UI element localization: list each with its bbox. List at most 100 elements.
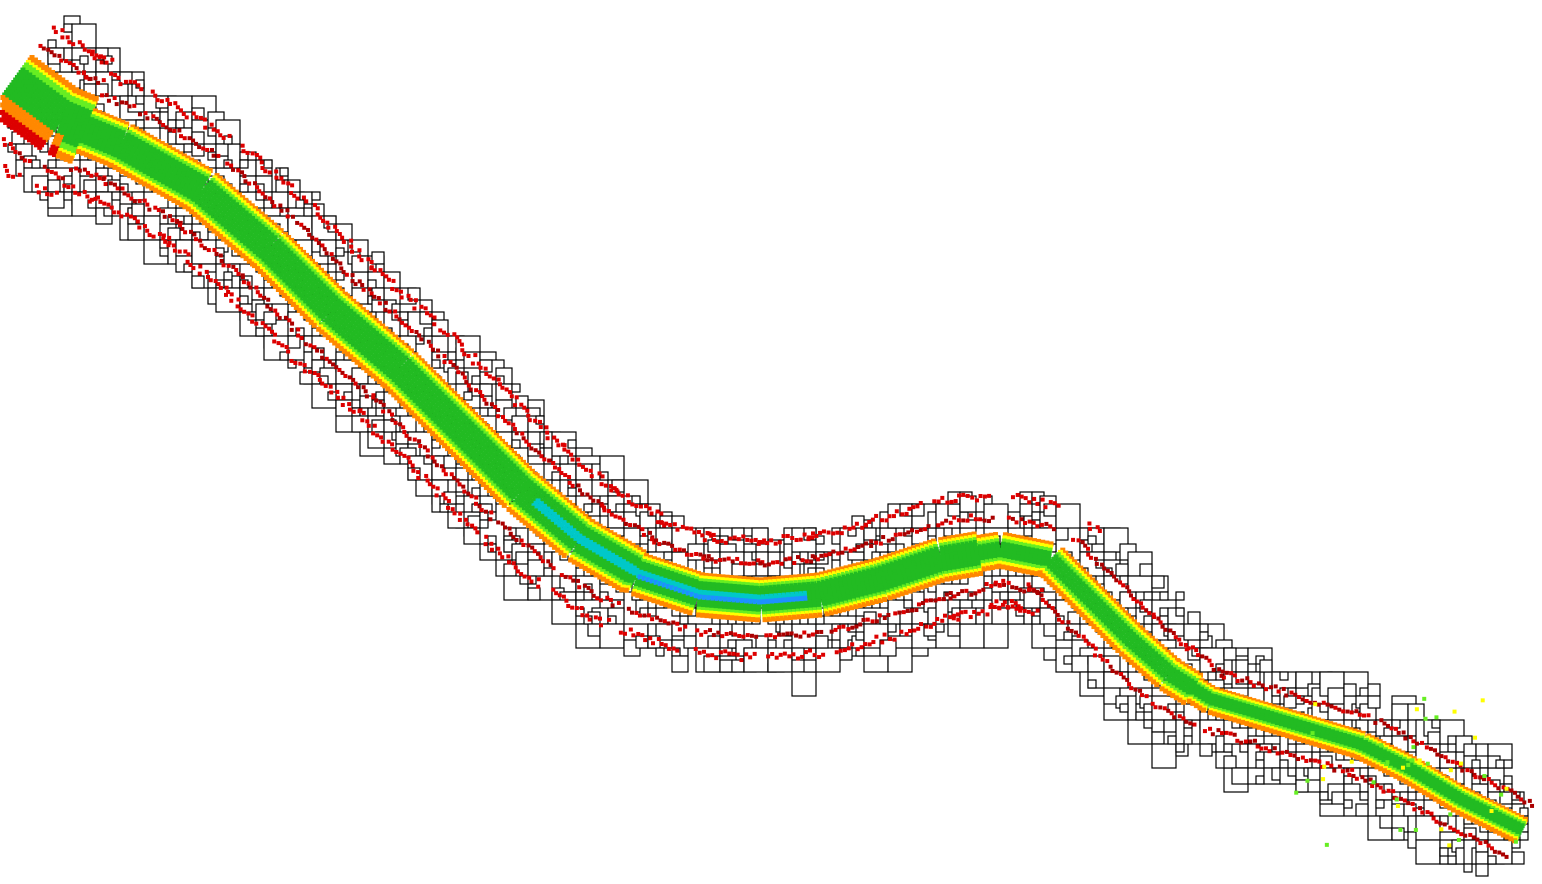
depth-sample bbox=[141, 130, 147, 136]
depth-sample bbox=[330, 256, 335, 261]
depth-sample bbox=[149, 142, 155, 148]
depth-sample bbox=[111, 119, 117, 125]
depth-sample bbox=[178, 194, 184, 200]
depth-sample bbox=[347, 407, 352, 412]
depth-sample bbox=[97, 176, 102, 181]
depth-sample bbox=[115, 186, 120, 191]
depth-sample bbox=[76, 125, 82, 131]
depth-sample bbox=[419, 337, 424, 342]
mesh-cell bbox=[479, 519, 489, 529]
mesh-cell bbox=[511, 383, 521, 393]
depth-sample bbox=[135, 219, 140, 224]
depth-sample bbox=[169, 175, 175, 181]
depth-sample bbox=[147, 233, 152, 238]
depth-sample bbox=[154, 116, 159, 121]
depth-sample bbox=[132, 216, 137, 221]
depth-sample bbox=[139, 176, 145, 182]
depth-sample bbox=[190, 190, 196, 196]
depth-sample bbox=[289, 191, 294, 196]
depth-sample bbox=[125, 132, 131, 138]
depth-sample bbox=[80, 127, 86, 133]
depth-sample bbox=[240, 143, 245, 148]
depth-sample bbox=[163, 160, 169, 166]
depth-sample bbox=[145, 132, 151, 138]
depth-sample bbox=[215, 129, 220, 134]
depth-sample bbox=[60, 35, 65, 40]
depth-sample bbox=[316, 373, 321, 378]
depth-sample bbox=[107, 151, 113, 157]
depth-sample bbox=[102, 119, 108, 125]
depth-sample bbox=[180, 156, 186, 162]
mesh-cell bbox=[1055, 503, 1081, 529]
depth-sample bbox=[230, 244, 236, 250]
depth-sample bbox=[88, 130, 94, 136]
depth-sample bbox=[279, 176, 284, 181]
depth-sample bbox=[75, 128, 81, 134]
depth-sample bbox=[101, 176, 106, 181]
depth-sample bbox=[167, 127, 172, 132]
mesh-cell bbox=[1043, 647, 1057, 661]
depth-sample bbox=[177, 187, 183, 193]
mesh-cell bbox=[983, 623, 1009, 649]
depth-sample bbox=[265, 304, 270, 309]
depth-sample bbox=[90, 148, 96, 154]
depth-sample bbox=[97, 130, 103, 136]
mesh-cell bbox=[1023, 591, 1041, 609]
depth-sample bbox=[167, 235, 172, 240]
mesh-cell bbox=[671, 655, 689, 673]
depth-sample bbox=[514, 431, 519, 436]
depth-sample bbox=[351, 377, 356, 382]
depth-sample bbox=[189, 229, 194, 234]
depth-sample bbox=[267, 196, 272, 201]
depth-sample bbox=[145, 116, 150, 121]
mesh-cell bbox=[1431, 719, 1441, 729]
depth-sample bbox=[318, 215, 323, 220]
depth-sample bbox=[157, 154, 163, 160]
depth-sample bbox=[145, 158, 151, 164]
depth-sample bbox=[100, 135, 106, 141]
mesh-cell bbox=[587, 623, 601, 637]
depth-sample bbox=[231, 167, 236, 172]
depth-sample bbox=[127, 104, 132, 109]
mesh-cell bbox=[175, 119, 185, 129]
depth-sample bbox=[226, 289, 231, 294]
depth-sample bbox=[145, 228, 150, 233]
depth-sample bbox=[81, 114, 87, 120]
depth-sample bbox=[86, 49, 91, 54]
depth-sample bbox=[63, 156, 69, 162]
depth-sample bbox=[338, 261, 343, 266]
depth-sample bbox=[180, 174, 186, 180]
depth-sample bbox=[126, 147, 132, 153]
depth-sample bbox=[93, 129, 99, 135]
depth-sample bbox=[116, 118, 122, 124]
depth-sample bbox=[107, 117, 113, 123]
depth-sample bbox=[157, 179, 163, 185]
depth-sample bbox=[218, 133, 223, 138]
depth-sample bbox=[181, 171, 187, 177]
depth-sample bbox=[238, 307, 243, 312]
depth-sample bbox=[52, 139, 58, 145]
depth-sample bbox=[366, 257, 371, 262]
depth-sample bbox=[85, 125, 91, 131]
depth-sample bbox=[209, 122, 214, 127]
depth-sample bbox=[415, 416, 421, 422]
depth-sample bbox=[157, 231, 162, 236]
depth-sample bbox=[86, 146, 92, 152]
depth-sample bbox=[180, 163, 186, 169]
depth-samples bbox=[0, 25, 1535, 859]
depth-sample bbox=[149, 149, 155, 155]
depth-sample bbox=[150, 157, 156, 163]
depth-sample bbox=[195, 189, 201, 195]
mesh-cell bbox=[663, 551, 673, 561]
depth-sample bbox=[49, 50, 54, 55]
depth-sample bbox=[478, 390, 483, 395]
depth-sample bbox=[137, 154, 143, 160]
depth-sample bbox=[483, 484, 489, 490]
depth-sample bbox=[181, 196, 187, 202]
depth-sample bbox=[83, 108, 89, 114]
depth-sample bbox=[155, 98, 160, 103]
depth-sample bbox=[487, 374, 492, 379]
depth-sample bbox=[56, 140, 62, 146]
depth-sample bbox=[156, 189, 162, 195]
